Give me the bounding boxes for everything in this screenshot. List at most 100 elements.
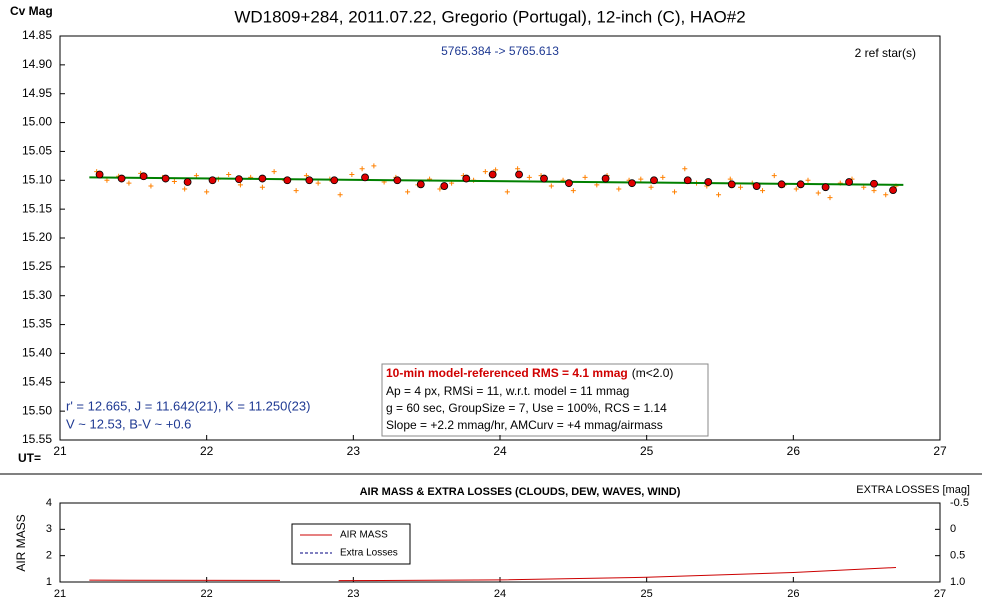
data-point bbox=[237, 182, 243, 188]
data-point bbox=[183, 178, 192, 186]
data-point bbox=[565, 179, 573, 188]
data-point bbox=[845, 178, 853, 186]
x-tick-label: 27 bbox=[934, 588, 946, 600]
legend-label: Extra Losses bbox=[340, 548, 398, 559]
data-line bbox=[89, 176, 904, 186]
y-tick-label: 15.35 bbox=[22, 317, 52, 331]
data-point bbox=[416, 180, 425, 189]
data-point bbox=[204, 189, 210, 195]
x-tick-label: 23 bbox=[347, 444, 361, 458]
x-tick-label: 25 bbox=[640, 444, 654, 458]
data-point bbox=[139, 172, 148, 181]
data-point bbox=[815, 190, 821, 196]
data-point bbox=[349, 172, 355, 178]
data-point bbox=[548, 183, 554, 189]
data-point bbox=[271, 169, 277, 175]
x-tick-label: 22 bbox=[200, 444, 214, 458]
data-point bbox=[638, 176, 644, 182]
data-point bbox=[827, 195, 833, 201]
y2-tick-label: -0.5 bbox=[950, 497, 969, 509]
data-point bbox=[515, 170, 523, 179]
stats-line: Ap = 4 px, RMSi = 11, w.r.t. model = 11 … bbox=[386, 384, 629, 398]
data-point bbox=[727, 180, 736, 189]
stats-box bbox=[381, 363, 709, 437]
data-point bbox=[405, 189, 411, 195]
x-tick-label: 23 bbox=[347, 588, 359, 600]
data-point bbox=[682, 166, 688, 172]
data-point bbox=[208, 176, 217, 185]
y-tick-label: 15.15 bbox=[22, 201, 52, 215]
note: 2 ref star(s) bbox=[855, 46, 916, 60]
star-info: r' = 12.665, J = 11.642(21), K = 11.250(… bbox=[66, 398, 310, 413]
data-point bbox=[889, 186, 897, 194]
y-tick-label: 1 bbox=[46, 576, 52, 588]
data-point bbox=[793, 186, 799, 192]
stats-headline-note: (m<2.0) bbox=[632, 366, 674, 380]
y-tick-label: 14.95 bbox=[22, 86, 52, 100]
data-point bbox=[861, 184, 867, 190]
data-point bbox=[540, 174, 548, 183]
y-tick-label: 14.85 bbox=[22, 28, 52, 42]
data-point bbox=[716, 192, 722, 198]
data-point bbox=[771, 173, 777, 179]
y-tick-label: 15.45 bbox=[22, 374, 52, 388]
x-tick-label: 27 bbox=[933, 444, 947, 458]
y-tick-label: 15.10 bbox=[22, 172, 52, 186]
data-point bbox=[193, 173, 199, 179]
data-point bbox=[796, 180, 805, 189]
data-point bbox=[594, 182, 600, 188]
x-tick-label: 25 bbox=[641, 588, 653, 600]
chart-title: AIR MASS & EXTRA LOSSES (CLOUDS, DEW, WA… bbox=[360, 486, 681, 498]
chart-title: WD1809+284, 2011.07.22, Gregorio (Portug… bbox=[234, 7, 745, 26]
data-point bbox=[104, 177, 110, 183]
y2-tick-label: 1.0 bbox=[950, 576, 965, 588]
data-point bbox=[628, 179, 636, 188]
y-axis-label: AIR MASS bbox=[14, 514, 28, 571]
y-tick-label: 2 bbox=[46, 550, 52, 562]
data-point bbox=[259, 184, 265, 190]
x-tick-label: 21 bbox=[54, 588, 66, 600]
data-point bbox=[117, 174, 126, 183]
y2-tick-label: 0.5 bbox=[950, 550, 965, 562]
subtitle: 5765.384 -> 5765.613 bbox=[441, 44, 559, 58]
data-point bbox=[870, 179, 878, 188]
y-tick-label: 15.40 bbox=[22, 346, 52, 360]
data-point bbox=[704, 178, 713, 186]
data-point bbox=[515, 166, 521, 172]
data-point bbox=[462, 174, 471, 183]
data-point bbox=[526, 174, 532, 180]
data-point bbox=[504, 189, 510, 195]
data-point bbox=[582, 174, 588, 180]
data-point bbox=[235, 175, 243, 184]
x-tick-label: 24 bbox=[494, 588, 506, 600]
data-point bbox=[648, 184, 654, 190]
data-point bbox=[330, 176, 339, 185]
star-info: V ~ 12.53, B-V ~ +0.6 bbox=[66, 416, 191, 431]
data-point bbox=[95, 170, 104, 179]
y-tick-label: 15.05 bbox=[22, 144, 52, 158]
x-tick-label: 26 bbox=[787, 444, 801, 458]
data-point bbox=[738, 184, 744, 190]
data-point bbox=[440, 182, 449, 190]
data-point bbox=[161, 174, 170, 183]
y-tick-label: 15.55 bbox=[22, 432, 52, 446]
y-tick-label: 4 bbox=[46, 497, 52, 509]
data-point bbox=[258, 174, 267, 183]
stats-line: g = 60 sec, GroupSize = 7, Use = 100%, R… bbox=[386, 401, 667, 415]
data-point bbox=[437, 186, 443, 192]
data-point bbox=[660, 174, 666, 180]
y2-tick-label: 0 bbox=[950, 523, 956, 535]
data-point bbox=[337, 192, 343, 198]
y-tick-label: 15.00 bbox=[22, 115, 52, 129]
data-point bbox=[359, 166, 365, 172]
data-point bbox=[805, 177, 811, 183]
data-point bbox=[821, 183, 830, 192]
x-tick-label: 24 bbox=[493, 444, 507, 458]
data-point bbox=[650, 176, 658, 185]
data-point bbox=[305, 176, 314, 185]
data-point bbox=[760, 188, 766, 194]
data-point bbox=[303, 173, 309, 179]
x-tick-label: 21 bbox=[53, 444, 67, 458]
data-point bbox=[361, 173, 369, 182]
